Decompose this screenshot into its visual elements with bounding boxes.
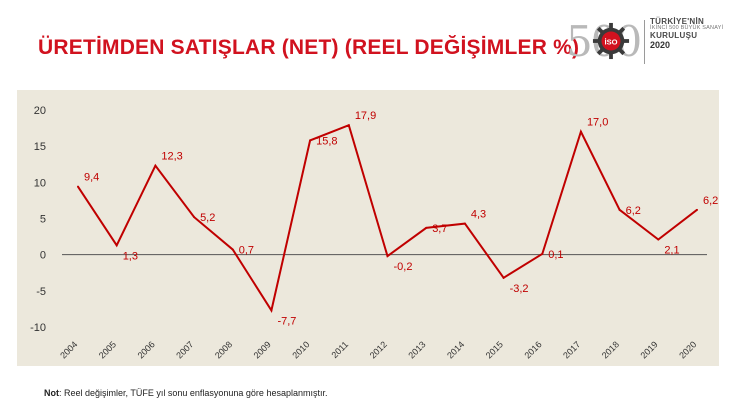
data-label: 9,4 [84,172,99,184]
data-label: 6,2 [626,205,641,217]
footnote-text: : Reel değişimler, TÜFE yıl sonu enflasy… [59,388,328,398]
data-label: -3,2 [510,283,529,295]
data-point [154,164,157,167]
data-label: 17,9 [355,110,376,122]
logo-line1: TÜRKİYE'NİN [650,17,705,26]
data-point [696,208,698,211]
data-label: 5,2 [200,212,215,224]
y-tick-label: 20 [34,105,46,117]
data-point [193,216,196,219]
y-tick-label: 5 [40,214,46,226]
data-label: 0,7 [239,245,254,257]
y-tick-label: 10 [34,177,46,189]
logo-line2: İKİNCİ 500 BÜYÜK SANAYİ [650,25,724,32]
data-label: 0,1 [548,249,563,261]
data-label: 12,3 [161,151,182,163]
data-point [502,276,505,279]
data-label: 2,1 [664,244,679,256]
data-point [386,255,389,258]
logo: 500 İSO TÜRKİYE'NİN İKİNCİ 500 BÜYÜK SAN… [566,14,736,70]
data-point [231,248,234,251]
data-label: -7,7 [277,315,296,327]
logo-line4: 2020 [650,39,671,50]
data-label: 1,3 [123,250,138,262]
data-point [541,252,544,255]
data-point [425,226,428,229]
data-point [309,139,312,142]
logo-text: TÜRKİYE'NİN İKİNCİ 500 BÜYÜK SANAYİ KURU… [650,17,736,50]
data-point [115,244,118,247]
y-tick-label: 0 [40,250,46,262]
logo-divider [644,20,645,64]
page-title: ÜRETİMDEN SATIŞLAR (NET) (REEL DEĞİŞİMLE… [38,36,580,59]
data-label: 6,2 [703,195,718,207]
y-tick-label: -5 [36,286,46,298]
footnote: Not: Reel değişimler, TÜFE yıl sonu enfl… [44,388,327,398]
gear-icon: İSO [592,22,630,60]
y-tick-label: -10 [30,322,46,334]
data-label: 4,3 [471,209,486,221]
data-point [618,208,621,211]
footnote-label: Not [44,388,59,398]
y-axis: 20 15 10 5 0 -5 -10 [30,105,707,334]
logo-badge: İSO [604,37,617,46]
data-point [463,222,466,225]
data-point [657,238,660,241]
plot-area-background [17,90,719,366]
logo-line3: KURULUŞU [650,31,698,41]
data-label: 15,8 [316,135,337,147]
data-point [579,130,582,133]
data-point [270,309,273,312]
data-point [347,124,350,127]
data-label: 17,0 [587,117,608,129]
data-label: -0,2 [394,261,413,273]
data-point [77,185,79,188]
data-label: 3,7 [432,223,447,235]
series: 9,4 1,3 12,3 5,2 0,7 -7,7 15,8 17,9 -0,2 3,7 4,3 -3… [77,110,718,327]
y-tick-label: 15 [34,141,46,153]
